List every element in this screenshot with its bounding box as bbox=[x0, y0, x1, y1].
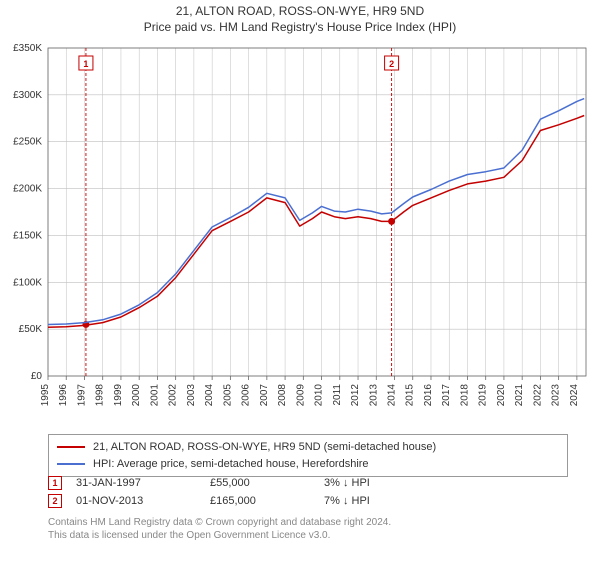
legend-item: 21, ALTON ROAD, ROSS-ON-WYE, HR9 5ND (se… bbox=[57, 439, 559, 456]
svg-text:2017: 2017 bbox=[441, 384, 452, 407]
svg-text:2011: 2011 bbox=[332, 384, 343, 406]
svg-text:2004: 2004 bbox=[204, 384, 215, 407]
svg-text:2016: 2016 bbox=[423, 384, 434, 407]
sale-delta: 3% ↓ HPI bbox=[324, 477, 414, 489]
sale-marker-box: 2 bbox=[48, 494, 62, 508]
svg-text:£250K: £250K bbox=[13, 137, 42, 148]
chart-area: £0 £50K £100K £150K £200K £250K £300K £350K 1995… bbox=[0, 42, 600, 428]
svg-text:2019: 2019 bbox=[478, 384, 489, 407]
svg-text:2012: 2012 bbox=[350, 384, 361, 407]
svg-text:2018: 2018 bbox=[459, 384, 470, 407]
legend-swatch bbox=[57, 463, 85, 465]
svg-text:1996: 1996 bbox=[58, 384, 69, 407]
svg-text:2009: 2009 bbox=[295, 384, 306, 407]
sale-price: £165,000 bbox=[210, 495, 310, 507]
footer: Contains HM Land Registry data © Crown c… bbox=[48, 516, 391, 542]
footer-line: Contains HM Land Registry data © Crown c… bbox=[48, 516, 391, 529]
svg-text:2024: 2024 bbox=[569, 384, 580, 407]
sale-date: 31-JAN-1997 bbox=[76, 477, 196, 489]
svg-text:2014: 2014 bbox=[387, 384, 398, 407]
svg-text:2022: 2022 bbox=[532, 384, 543, 407]
svg-text:£100K: £100K bbox=[13, 277, 42, 288]
legend-item: HPI: Average price, semi-detached house,… bbox=[57, 456, 559, 473]
svg-text:2006: 2006 bbox=[241, 384, 252, 407]
sale-row: 1 31-JAN-1997 £55,000 3% ↓ HPI bbox=[48, 474, 414, 492]
svg-text:1998: 1998 bbox=[95, 384, 106, 407]
svg-text:2005: 2005 bbox=[222, 384, 233, 407]
legend-label: HPI: Average price, semi-detached house,… bbox=[93, 456, 369, 473]
svg-text:2021: 2021 bbox=[514, 384, 525, 407]
svg-text:2001: 2001 bbox=[149, 384, 160, 407]
legend-label: 21, ALTON ROAD, ROSS-ON-WYE, HR9 5ND (se… bbox=[93, 439, 436, 456]
svg-text:£300K: £300K bbox=[13, 90, 42, 101]
price-chart: £0 £50K £100K £150K £200K £250K £300K £350K 1995… bbox=[0, 42, 600, 428]
sale-marker-label: 1 bbox=[52, 478, 57, 488]
svg-text:£150K: £150K bbox=[13, 230, 42, 241]
svg-text:£200K: £200K bbox=[13, 184, 42, 195]
sale-row: 2 01-NOV-2013 £165,000 7% ↓ HPI bbox=[48, 492, 414, 510]
svg-text:£0: £0 bbox=[31, 371, 43, 382]
svg-text:1997: 1997 bbox=[76, 384, 87, 407]
svg-text:2015: 2015 bbox=[405, 384, 416, 407]
sale-delta: 7% ↓ HPI bbox=[324, 495, 414, 507]
svg-text:2010: 2010 bbox=[314, 384, 325, 407]
chart-subtitle: Price paid vs. HM Land Registry's House … bbox=[0, 20, 600, 34]
legend-swatch bbox=[57, 446, 85, 448]
svg-text:1995: 1995 bbox=[40, 384, 51, 407]
svg-text:2007: 2007 bbox=[259, 384, 270, 407]
sale-marker-box: 1 bbox=[48, 476, 62, 490]
svg-text:2: 2 bbox=[389, 59, 394, 69]
sale-date: 01-NOV-2013 bbox=[76, 495, 196, 507]
svg-text:£350K: £350K bbox=[13, 43, 42, 54]
svg-text:2000: 2000 bbox=[131, 384, 142, 407]
legend: 21, ALTON ROAD, ROSS-ON-WYE, HR9 5ND (se… bbox=[48, 434, 568, 477]
chart-title: 21, ALTON ROAD, ROSS-ON-WYE, HR9 5ND bbox=[0, 4, 600, 18]
footer-line: This data is licensed under the Open Gov… bbox=[48, 529, 391, 542]
svg-text:2003: 2003 bbox=[186, 384, 197, 407]
sale-marker-label: 2 bbox=[52, 496, 57, 506]
svg-text:1999: 1999 bbox=[113, 384, 124, 407]
sale-price: £55,000 bbox=[210, 477, 310, 489]
svg-text:2013: 2013 bbox=[368, 384, 379, 407]
sales-table: 1 31-JAN-1997 £55,000 3% ↓ HPI 2 01-NOV-… bbox=[48, 474, 414, 510]
svg-text:1: 1 bbox=[83, 59, 88, 69]
svg-text:£50K: £50K bbox=[19, 324, 43, 335]
svg-text:2002: 2002 bbox=[168, 384, 179, 407]
svg-text:2023: 2023 bbox=[551, 384, 562, 407]
svg-text:2008: 2008 bbox=[277, 384, 288, 407]
svg-text:2020: 2020 bbox=[496, 384, 507, 407]
